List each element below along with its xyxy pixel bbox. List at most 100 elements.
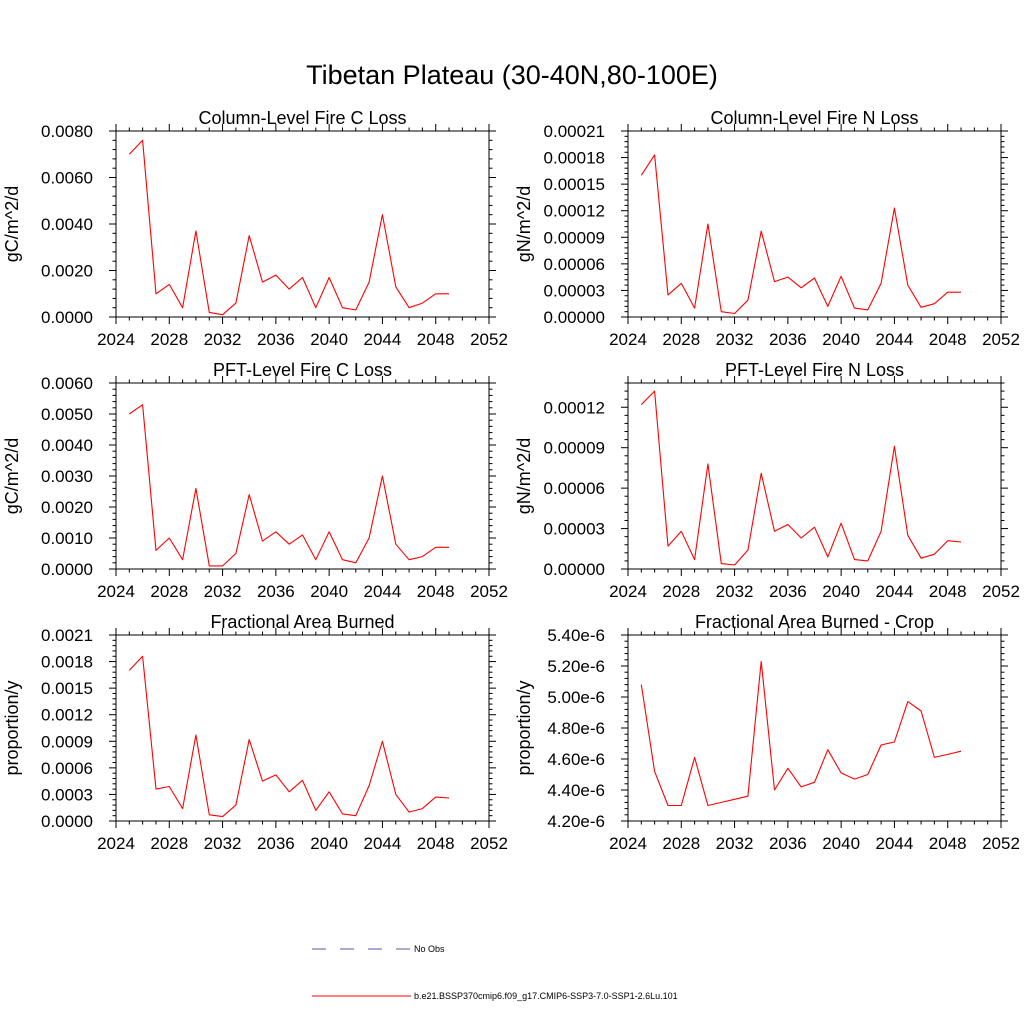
y-axis-label: gC/m^2/d: [2, 438, 22, 514]
legend: No Obs b.e21.BSSP370cmip6.f09_g17.CMIP6-…: [312, 944, 678, 1001]
plot-frame: [115, 382, 490, 570]
y-tick-label: 0.00009: [544, 228, 605, 247]
y-axis-label: gN/m^2/d: [514, 186, 534, 262]
figure-title: Tibetan Plateau (30-40N,80-100E): [306, 60, 718, 90]
panel-title: PFT-Level Fire N Loss: [725, 360, 904, 380]
y-tick-label: 0.0012: [41, 706, 93, 725]
y-tick-label: 0.0003: [41, 785, 93, 804]
legend-label-model: b.e21.BSSP370cmip6.f09_g17.CMIP6-SSP3-7.…: [414, 991, 678, 1001]
panel-title: Fractional Area Burned: [210, 612, 394, 632]
x-tick-label: 2028: [150, 834, 188, 853]
y-tick-label: 0.00003: [544, 281, 605, 300]
x-tick-label: 2048: [929, 582, 967, 601]
x-tick-label: 2044: [876, 834, 914, 853]
y-tick-label: 0.0060: [41, 169, 93, 188]
y-tick-label: 0.00015: [544, 175, 605, 194]
x-tick-label: 2032: [716, 330, 754, 349]
x-tick-label: 2028: [150, 582, 188, 601]
y-tick-label: 4.20e-6: [547, 812, 605, 831]
series-line: [640, 660, 962, 807]
x-tick-label: 2040: [310, 582, 348, 601]
x-tick-label: 2028: [662, 582, 700, 601]
chart-panels: Column-Level Fire C Loss gC/m^2/d 2024 2028…: [2, 108, 1020, 853]
x-tick-label: 2036: [769, 330, 807, 349]
y-tick-label: 0.0050: [41, 405, 93, 424]
plot-frame: [627, 634, 1002, 822]
x-tick-label: 2040: [310, 834, 348, 853]
y-tick-label: 5.20e-6: [547, 657, 605, 676]
y-tick-label: 0.00012: [544, 398, 605, 417]
x-tick-label: 2044: [364, 582, 402, 601]
y-axis-label: gC/m^2/d: [2, 186, 22, 262]
series-line: [640, 390, 962, 566]
panel-title: PFT-Level Fire C Loss: [213, 360, 392, 380]
y-tick-label: 0.00009: [544, 439, 605, 458]
x-tick-label: 2052: [470, 330, 508, 349]
x-tick-label: 2052: [982, 834, 1020, 853]
x-tick-label: 2028: [150, 330, 188, 349]
y-tick-label: 0.0006: [41, 759, 93, 778]
y-tick-label: 0.0020: [41, 262, 93, 281]
chart-panel: PFT-Level Fire C Loss gC/m^2/d 2024 2028 203…: [2, 360, 508, 601]
chart-panel: Fractional Area Burned proportion/y 2024 20…: [2, 612, 508, 853]
y-tick-label: 0.00018: [544, 149, 605, 168]
x-tick-label: 2024: [97, 834, 135, 853]
x-tick-label: 2052: [982, 582, 1020, 601]
x-tick-label: 2048: [929, 330, 967, 349]
y-tick-label: 4.40e-6: [547, 781, 605, 800]
y-tick-label: 0.0040: [41, 436, 93, 455]
x-tick-label: 2024: [609, 582, 647, 601]
x-tick-label: 2032: [204, 834, 242, 853]
y-tick-label: 5.00e-6: [547, 688, 605, 707]
x-tick-label: 2036: [769, 834, 807, 853]
y-tick-label: 0.0010: [41, 529, 93, 548]
panel-title: Column-Level Fire N Loss: [710, 108, 918, 128]
x-tick-label: 2048: [417, 834, 455, 853]
x-tick-label: 2032: [716, 582, 754, 601]
chart-panel: PFT-Level Fire N Loss gN/m^2/d 2024 2028 203…: [514, 360, 1020, 601]
x-tick-label: 2032: [204, 582, 242, 601]
series-line: [128, 139, 449, 316]
y-tick-label: 4.80e-6: [547, 719, 605, 738]
y-tick-label: 0.0000: [41, 308, 93, 327]
chart-panel: Column-Level Fire N Loss gN/m^2/d 2024 2028…: [514, 108, 1020, 349]
x-tick-label: 2036: [257, 834, 295, 853]
x-tick-label: 2052: [982, 330, 1020, 349]
x-tick-label: 2024: [97, 330, 135, 349]
y-tick-label: 0.00021: [544, 122, 605, 141]
chart-panel: Column-Level Fire C Loss gC/m^2/d 2024 2028…: [2, 108, 508, 349]
y-tick-label: 0.0018: [41, 653, 93, 672]
y-tick-label: 0.00006: [544, 255, 605, 274]
x-tick-label: 2044: [364, 330, 402, 349]
x-tick-label: 2040: [822, 330, 860, 349]
x-tick-label: 2044: [364, 834, 402, 853]
plot-frame: [627, 382, 1002, 570]
x-tick-label: 2048: [417, 582, 455, 601]
y-tick-label: 0.0000: [41, 560, 93, 579]
plot-frame: [115, 634, 490, 822]
x-tick-label: 2036: [769, 582, 807, 601]
panel-title: Column-Level Fire C Loss: [198, 108, 406, 128]
y-tick-label: 0.00000: [544, 560, 605, 579]
x-tick-label: 2044: [876, 582, 914, 601]
y-axis-label: proportion/y: [2, 680, 22, 775]
y-tick-label: 0.00003: [544, 520, 605, 539]
series-line: [128, 655, 450, 818]
panel-title: Fractional Area Burned - Crop: [695, 612, 934, 632]
y-tick-label: 0.0015: [41, 679, 93, 698]
x-tick-label: 2048: [417, 330, 455, 349]
chart-panel: Fractional Area Burned - Crop proportion/…: [514, 612, 1020, 853]
x-tick-label: 2036: [257, 330, 295, 349]
x-tick-label: 2048: [929, 834, 967, 853]
y-tick-label: 0.0021: [41, 626, 93, 645]
y-tick-label: 0.00012: [544, 202, 605, 221]
y-tick-label: 4.60e-6: [547, 750, 605, 769]
y-tick-label: 0.0009: [41, 732, 93, 751]
x-tick-label: 2032: [204, 330, 242, 349]
y-tick-label: 0.0080: [41, 122, 93, 141]
x-tick-label: 2040: [310, 330, 348, 349]
x-tick-label: 2040: [822, 582, 860, 601]
x-tick-label: 2052: [470, 582, 508, 601]
y-tick-label: 5.40e-6: [547, 626, 605, 645]
